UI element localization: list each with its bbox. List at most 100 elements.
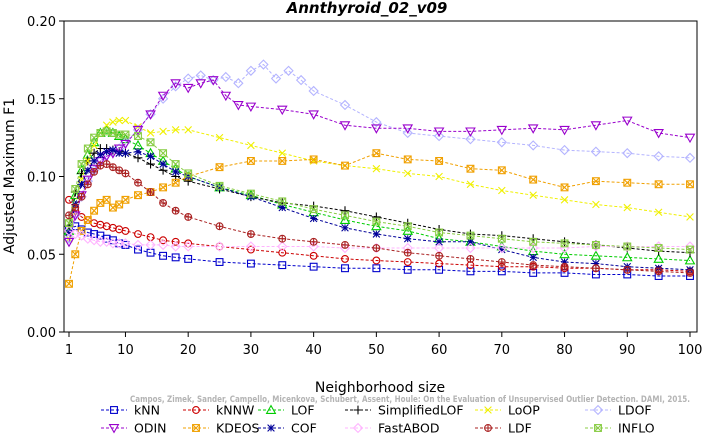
data-point-ldof <box>559 144 570 156</box>
data-point-ldf <box>341 240 349 249</box>
data-point-ldof <box>233 78 244 89</box>
data-point-kdeos <box>171 178 180 187</box>
data-point-odin <box>308 110 319 120</box>
data-point-ldf <box>71 203 80 212</box>
data-point-knn <box>466 267 475 276</box>
x-tick-label: 40 <box>305 343 322 358</box>
legend-label: KDEOS <box>216 421 260 434</box>
data-point-loop <box>529 191 537 199</box>
data-point-ldf <box>435 251 444 260</box>
data-point-inflo <box>71 184 80 193</box>
data-point-ldof <box>622 147 633 159</box>
data-point-loop <box>90 141 98 150</box>
data-point-fastabod <box>88 235 100 246</box>
legend-label: kNN <box>134 403 160 418</box>
data-point-odin <box>207 76 219 86</box>
legend: kNN kNNW LOF SimplifiedLOF LoOP LDOF ODIN KDEOS… <box>101 403 655 434</box>
data-point-ldof <box>245 65 257 76</box>
data-point-loop <box>403 169 412 178</box>
data-point-knnw <box>403 258 412 266</box>
data-point-kdeos <box>686 180 694 189</box>
data-point-inflo <box>159 149 168 158</box>
data-point-knn <box>497 267 506 276</box>
data-point-cof <box>466 238 475 246</box>
data-point-loop <box>102 121 111 129</box>
legend-label: LDOF <box>618 403 652 418</box>
data-point-ldof <box>433 130 445 142</box>
data-point-lof <box>69 189 81 200</box>
data-point-knnw <box>65 195 73 204</box>
data-point-odin <box>527 124 539 134</box>
data-point-fastabod <box>496 242 507 254</box>
data-point-knn <box>278 261 287 270</box>
legend-label: COF <box>291 421 317 434</box>
data-point-loop <box>215 133 224 142</box>
data-point-ldf <box>623 265 632 274</box>
data-point-odin <box>496 125 508 136</box>
data-point-odin <box>559 125 570 136</box>
data-point-odin <box>233 101 244 111</box>
data-point-ldf <box>591 264 600 273</box>
data-point-kdeos <box>65 279 73 288</box>
data-point-knn <box>435 265 444 274</box>
data-point-ldof <box>295 74 307 86</box>
data-point-loop <box>278 149 287 157</box>
data-point-odin <box>145 110 156 120</box>
y-tick-label: 0.10 <box>27 171 56 186</box>
data-point-ldf <box>65 211 73 220</box>
data-point-inflo <box>654 244 663 252</box>
data-point-kdeos <box>560 183 569 192</box>
data-point-inflo <box>591 240 600 249</box>
data-point-cof <box>90 157 98 165</box>
data-point-lof <box>371 220 382 231</box>
x-tick-label: 60 <box>431 343 448 358</box>
data-point-odin <box>371 124 382 134</box>
data-point-kdeos <box>529 175 538 184</box>
data-point-ldf <box>159 198 168 207</box>
data-point-ldof <box>653 151 664 162</box>
data-point-knn <box>184 254 193 263</box>
x-tick-label: 80 <box>556 343 573 358</box>
data-point-inflo <box>171 160 180 169</box>
data-point-knnw <box>278 248 287 257</box>
data-point-kdeos <box>71 250 80 259</box>
data-point-ldf <box>90 167 99 176</box>
data-point-lof <box>684 254 696 265</box>
data-point-cof <box>146 152 155 161</box>
legend-marker <box>353 405 363 415</box>
data-point-ldf <box>278 234 287 243</box>
legend-item-loop: LoOP <box>475 403 540 418</box>
data-point-odin <box>245 102 257 113</box>
data-point-ldf <box>83 180 92 189</box>
data-point-knn <box>403 265 412 274</box>
data-point-inflo <box>121 130 130 139</box>
series-odin <box>63 76 696 248</box>
data-point-loop <box>121 116 130 125</box>
data-point-kdeos <box>90 206 99 215</box>
data-point-odin <box>76 191 87 201</box>
data-point-loop <box>146 129 155 137</box>
data-point-ldof <box>195 70 206 81</box>
series-ldf <box>65 160 694 277</box>
data-point-fastabod <box>214 241 225 252</box>
data-point-cof <box>109 146 117 154</box>
data-point-knnw <box>121 226 130 235</box>
data-point-odin <box>63 237 75 248</box>
series-line-odin <box>68 79 691 242</box>
legend-marker <box>484 406 492 414</box>
data-point-fastabod <box>465 242 476 254</box>
legend-item-simplifiedlof: SimplifiedLOF <box>345 403 464 418</box>
series-kdeos <box>65 149 694 288</box>
data-point-ldof <box>496 137 507 148</box>
x-tick-label: 50 <box>368 343 385 358</box>
data-point-ldf <box>309 237 318 246</box>
legend-label: LDF <box>508 421 532 434</box>
data-point-ldf <box>96 161 105 170</box>
legend-item-knn: kNN <box>101 403 160 418</box>
data-point-odin <box>182 83 194 94</box>
data-point-cof <box>96 150 105 159</box>
data-point-ldf <box>654 267 663 276</box>
data-point-lof <box>113 130 125 141</box>
x-axis-title: Neighborhood size <box>315 380 445 396</box>
y-axis: 0.00 0.05 0.10 0.15 0.20 <box>27 15 64 341</box>
